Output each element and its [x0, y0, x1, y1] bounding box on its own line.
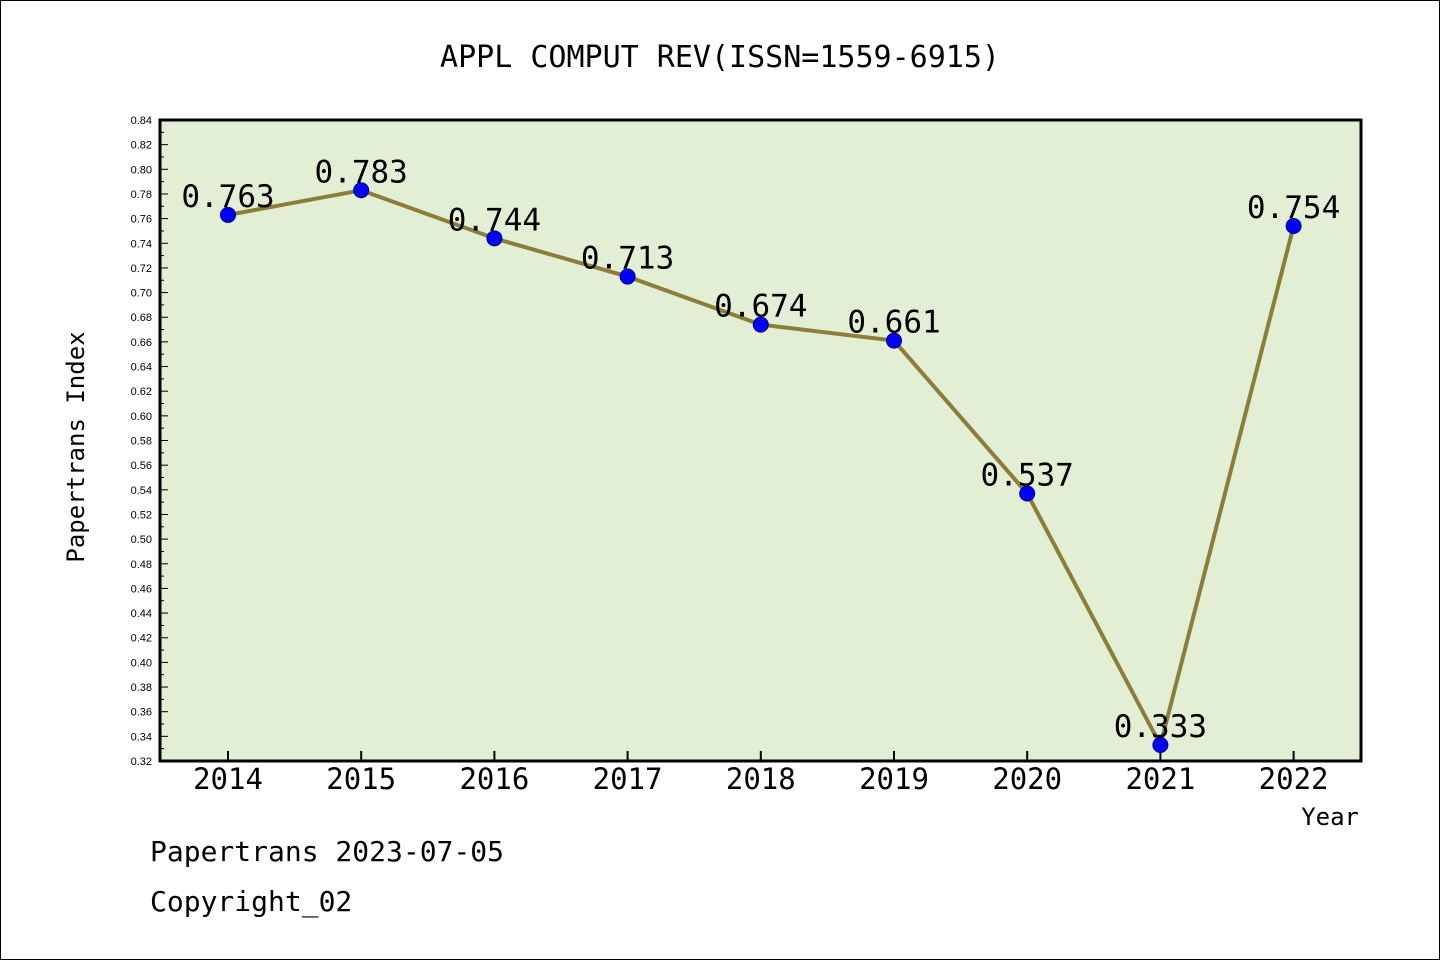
footer-date: Papertrans 2023-07-05 [150, 835, 505, 868]
x-tick-label: 2015 [326, 762, 396, 796]
y-tick-label: 0.70 [131, 288, 152, 300]
y-tick-label: 0.72 [131, 263, 152, 275]
y-tick-label: 0.38 [131, 682, 152, 694]
data-point [1285, 218, 1302, 235]
data-point [619, 268, 636, 285]
y-tick-label: 0.50 [131, 534, 152, 546]
x-tick-label: 2016 [459, 762, 529, 796]
data-point [886, 332, 902, 349]
y-tick-label: 0.48 [131, 559, 152, 571]
y-tick-label: 0.78 [131, 189, 152, 201]
x-tick-label: 2014 [193, 762, 263, 796]
y-axis-label: Papertrans Index [62, 331, 90, 562]
x-tick-label: 2017 [593, 762, 663, 796]
y-tick-label: 0.32 [131, 756, 152, 768]
data-point [220, 206, 236, 223]
plot-area [158, 118, 1363, 763]
data-label: 0.744 [448, 202, 541, 238]
data-point [486, 230, 503, 247]
y-tick-label: 0.34 [131, 731, 152, 743]
x-tick-label: 2019 [859, 762, 929, 796]
data-label: 0.661 [847, 305, 940, 341]
footer-copyright: Copyright_02 [150, 885, 353, 918]
data-point [1152, 736, 1169, 753]
x-axis: 2014 2015 2016 2017 2018 2019 2020 2021 2022 [193, 751, 1329, 796]
y-tick-label: 0.76 [131, 214, 152, 226]
y-tick-label: 0.68 [131, 312, 152, 324]
x-tick-label: 2021 [1125, 762, 1195, 796]
data-label: 0.763 [181, 179, 274, 215]
y-tick-label: 0.40 [131, 657, 152, 669]
y-tick-label: 0.60 [131, 411, 152, 423]
data-label: 0.754 [1247, 190, 1340, 226]
y-tick-label: 0.54 [131, 485, 152, 497]
x-tick-label: 2022 [1259, 762, 1329, 796]
x-tick-label: 2020 [992, 762, 1062, 796]
y-tick-label: 0.64 [131, 362, 152, 374]
data-label: 0.333 [1114, 709, 1207, 745]
data-label: 0.783 [315, 154, 408, 190]
y-tick-label: 0.44 [131, 608, 152, 620]
data-label: 0.537 [981, 458, 1074, 494]
x-tick-label: 2018 [726, 762, 796, 796]
data-point [353, 182, 370, 199]
data-label: 0.713 [581, 241, 674, 277]
y-tick-label: 0.58 [131, 436, 152, 448]
data-label: 0.674 [714, 289, 807, 325]
y-tick-label: 0.52 [131, 509, 152, 521]
y-tick-label: 0.80 [131, 164, 152, 176]
data-markers [220, 182, 1302, 753]
y-tick-label: 0.36 [131, 707, 152, 719]
x-axis-label: Year [1301, 803, 1359, 831]
y-tick-label: 0.56 [131, 460, 152, 472]
y-axis: 0.32 0.34 0.36 0.38 0.40 0.42 0.44 0.46 0.48 0.50… [131, 115, 168, 768]
y-tick-label: 0.84 [131, 115, 152, 127]
y-tick-label: 0.62 [131, 386, 152, 398]
chart-title: APPL COMPUT REV(ISSN=1559-6915) [440, 40, 1000, 75]
data-point [1019, 485, 1036, 502]
y-tick-label: 0.74 [131, 238, 152, 250]
data-labels: 0.763 0.783 0.744 0.713 0.674 0.661 0.537 0.333… [181, 154, 1340, 745]
y-tick-label: 0.66 [131, 337, 152, 349]
y-tick-label: 0.42 [131, 633, 152, 645]
y-tick-label: 0.46 [131, 583, 152, 595]
y-tick-label: 0.82 [131, 140, 152, 152]
data-point [752, 316, 769, 333]
